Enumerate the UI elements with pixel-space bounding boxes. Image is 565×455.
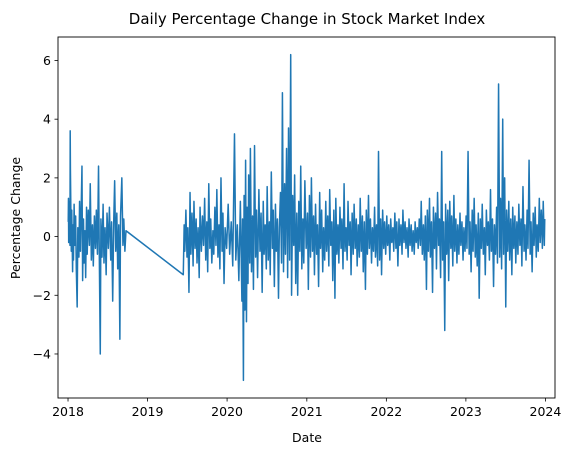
x-tick-label: 2019 [132,404,164,419]
x-axis-label: Date [292,430,322,445]
plot-area [58,37,555,398]
x-tick-label: 2022 [370,404,402,419]
y-axis-label: Percentage Change [8,157,23,279]
y-tick-label: −4 [33,346,51,361]
x-tick-label: 2018 [52,404,84,419]
y-tick-label: 2 [43,170,51,185]
y-tick-label: 6 [43,53,51,68]
y-tick-label: 4 [43,112,51,127]
x-tick-label: 2024 [530,404,562,419]
x-tick-label: 2023 [450,404,482,419]
y-tick-label: −2 [33,288,51,303]
x-tick-label: 2020 [211,404,243,419]
y-tick-label: 0 [43,229,51,244]
x-tick-label: 2021 [291,404,323,419]
chart-title: Daily Percentage Change in Stock Market … [129,10,486,28]
